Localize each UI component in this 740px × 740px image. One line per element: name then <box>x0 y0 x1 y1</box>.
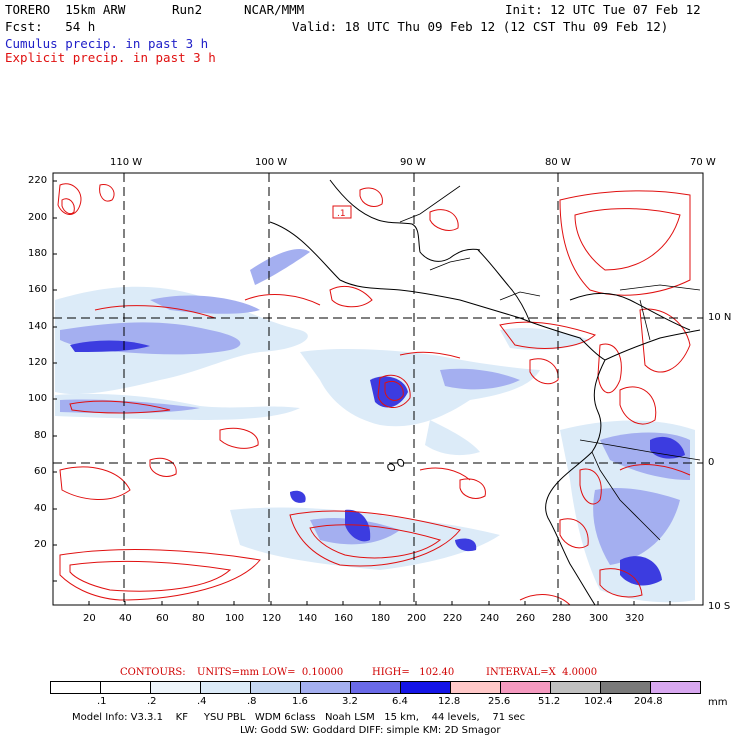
legend-value: .8 <box>247 696 257 707</box>
x-label: 240 <box>480 613 500 624</box>
lon-label-80w: 80 W <box>545 157 571 168</box>
valid-time: Valid: 18 UTC Thu 09 Feb 12 (12 CST Thu … <box>292 19 669 34</box>
country-borders <box>399 185 701 541</box>
legend-swatch <box>350 681 401 694</box>
contour-interval: INTERVAL=X 4.0000 <box>486 667 598 678</box>
lon-label-70w: 70 W <box>690 157 716 168</box>
legend-swatch <box>250 681 301 694</box>
y-label: 200 <box>28 212 48 223</box>
explicit-precip-contours <box>57 183 691 605</box>
contour-label: .1 <box>337 209 346 219</box>
model-title: TORERO 15km ARW <box>5 2 126 17</box>
init-time: Init: 12 UTC Tue 07 Feb 12 <box>505 2 701 17</box>
legend-value: 1.6 <box>292 696 308 707</box>
legend-swatch <box>300 681 351 694</box>
x-label: 160 <box>334 613 354 624</box>
legend-value: 102.4 <box>584 696 613 707</box>
legend-swatch <box>550 681 601 694</box>
x-label: 180 <box>371 613 391 624</box>
map-frame <box>52 172 704 606</box>
legend-value: 12.8 <box>438 696 461 707</box>
x-label: 80 <box>192 613 205 624</box>
y-label: 100 <box>28 393 48 404</box>
tick-marks <box>53 180 671 605</box>
legend-swatch <box>150 681 201 694</box>
cumulus-field-label: Cumulus precip. in past 3 h <box>5 36 209 51</box>
legend-swatch <box>650 681 701 694</box>
lat-label-10s: 10 S <box>708 601 731 612</box>
contour-high: HIGH= 102.40 <box>372 667 455 678</box>
x-label: 20 <box>83 613 96 624</box>
legend-swatch <box>100 681 151 694</box>
x-label: 320 <box>625 613 645 624</box>
x-label: 140 <box>298 613 318 624</box>
legend-swatch <box>50 681 101 694</box>
x-label: 120 <box>262 613 282 624</box>
legend-swatch <box>500 681 551 694</box>
legend-swatch <box>600 681 651 694</box>
x-label: 100 <box>225 613 245 624</box>
legend-unit: mm <box>708 697 728 708</box>
physics-info: LW: Godd SW: Goddard DIFF: simple KM: 2D… <box>240 725 501 736</box>
legend-value: .1 <box>97 696 107 707</box>
y-label: 80 <box>34 430 47 441</box>
x-label: 260 <box>516 613 536 624</box>
legend-value: 3.2 <box>342 696 358 707</box>
lat-label-0: 0 <box>708 457 715 468</box>
y-label: 140 <box>28 321 48 332</box>
y-label: 180 <box>28 248 48 259</box>
legend-value: 51.2 <box>538 696 561 707</box>
y-label: 40 <box>34 503 47 514</box>
y-label: 60 <box>34 466 47 477</box>
y-label: 120 <box>28 357 48 368</box>
y-label: 160 <box>28 284 48 295</box>
x-label: 280 <box>552 613 572 624</box>
contour-low: LOW= 0.10000 <box>262 667 344 678</box>
lon-label-100w: 100 W <box>255 157 288 168</box>
coastlines <box>269 179 701 605</box>
x-label: 40 <box>119 613 132 624</box>
lon-label-90w: 90 W <box>400 157 426 168</box>
legend-value: .4 <box>197 696 207 707</box>
contour-units: UNITS=mm <box>197 667 259 678</box>
model-info: Model Info: V3.3.1 KF YSU PBL WDM 6class… <box>72 712 526 723</box>
run-label: Run2 <box>172 2 203 17</box>
lon-label-110w: 110 W <box>110 157 143 168</box>
legend-value: 25.6 <box>488 696 511 707</box>
x-label: 220 <box>443 613 463 624</box>
legend-swatch <box>450 681 501 694</box>
legend-value: .2 <box>147 696 157 707</box>
explicit-field-label: Explicit precip. in past 3 h <box>5 50 216 65</box>
x-label: 300 <box>589 613 609 624</box>
institution-label: NCAR/MMM <box>244 2 305 17</box>
x-label: 200 <box>407 613 427 624</box>
legend-value: 6.4 <box>392 696 408 707</box>
legend-swatch <box>200 681 251 694</box>
graticule <box>53 173 703 605</box>
legend-value: 204.8 <box>634 696 663 707</box>
y-label: 20 <box>34 539 47 550</box>
legend-swatch <box>400 681 451 694</box>
x-label: 60 <box>156 613 169 624</box>
forecast-hour: Fcst: 54 h <box>5 19 96 34</box>
lat-label-10n: 10 N <box>708 312 732 323</box>
contours-label: CONTOURS: <box>120 667 186 678</box>
contour-label-box <box>332 205 352 219</box>
y-label: 220 <box>28 175 48 186</box>
